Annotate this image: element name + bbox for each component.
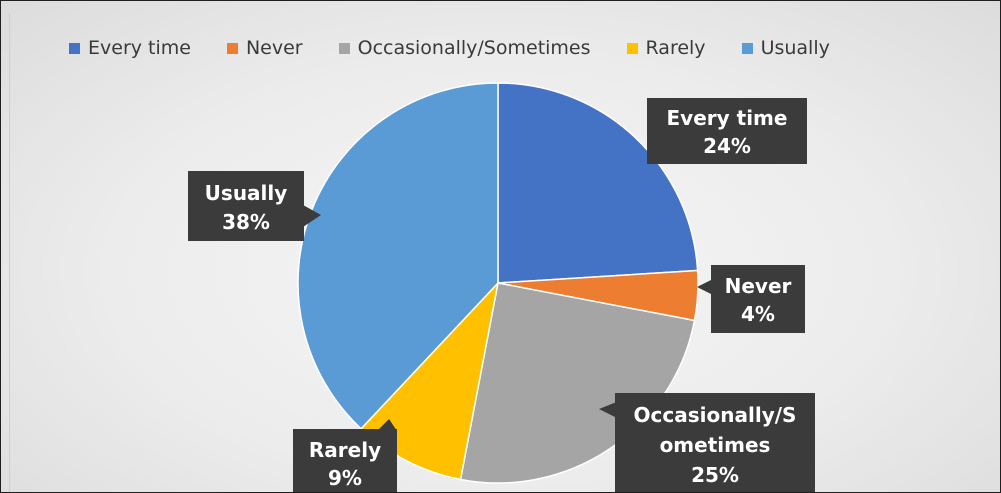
legend-item-never: Never xyxy=(226,37,303,59)
data-label-every-time: Every time 24% xyxy=(647,98,807,164)
data-label-occasionally-name-2: ometimes xyxy=(660,433,771,457)
legend-swatch-occasionally xyxy=(338,42,350,54)
data-label-usually-name: Usually xyxy=(205,181,288,205)
legend-item-occasionally: Occasionally/Sometimes xyxy=(338,37,591,59)
data-label-rarely-box xyxy=(293,429,397,492)
data-label-occasionally-name-1: Occasionally/S xyxy=(634,403,797,427)
frame-divider xyxy=(9,13,10,492)
data-label-never-pointer xyxy=(697,279,713,295)
legend-swatch-usually xyxy=(741,42,753,54)
legend-swatch-every-time xyxy=(69,42,80,54)
data-label-occasionally: Occasionally/S ometimes 25% xyxy=(599,393,815,492)
data-label-occasionally-value: 25% xyxy=(691,463,739,487)
data-label-rarely-pointer xyxy=(377,419,397,431)
data-label-every-time-box xyxy=(647,98,807,164)
data-label-every-time-name: Every time xyxy=(667,106,788,130)
data-label-usually-pointer xyxy=(303,205,321,227)
data-label-never: Never 4% xyxy=(697,265,805,333)
legend-label-every-time: Every time xyxy=(88,37,191,59)
legend-swatch-never xyxy=(226,42,238,54)
legend-label-rarely: Rarely xyxy=(645,37,706,59)
legend-label-usually: Usually xyxy=(760,37,830,59)
legend-item-every-time: Every time xyxy=(69,37,191,59)
pie-slice-every-time xyxy=(497,82,699,284)
data-label-every-time-value: 24% xyxy=(703,134,751,158)
legend-label-never: Never xyxy=(245,37,303,59)
data-label-rarely-name: Rarely xyxy=(309,438,381,462)
pie-slice-usually xyxy=(297,82,499,430)
data-label-usually: Usually 38% xyxy=(188,171,321,241)
data-label-usually-box xyxy=(188,171,304,241)
legend-swatch-rarely xyxy=(626,42,638,54)
pie-slice-occasionally-sometimes xyxy=(459,282,696,484)
legend-item-rarely: Rarely xyxy=(626,37,706,59)
data-label-occasionally-box xyxy=(615,393,815,492)
data-label-occasionally-pointer xyxy=(599,401,619,419)
chart-legend: Every time Never Occasionally/Sometimes … xyxy=(69,37,830,59)
data-label-usually-value: 38% xyxy=(222,210,270,234)
data-label-never-box xyxy=(711,265,805,333)
data-label-never-name: Never xyxy=(725,274,792,298)
data-label-never-value: 4% xyxy=(741,302,775,326)
legend-label-occasionally: Occasionally/Sometimes xyxy=(357,37,591,59)
legend-item-usually: Usually xyxy=(741,37,830,59)
data-label-rarely: Rarely 9% xyxy=(293,419,397,492)
data-label-rarely-value: 9% xyxy=(328,466,362,490)
